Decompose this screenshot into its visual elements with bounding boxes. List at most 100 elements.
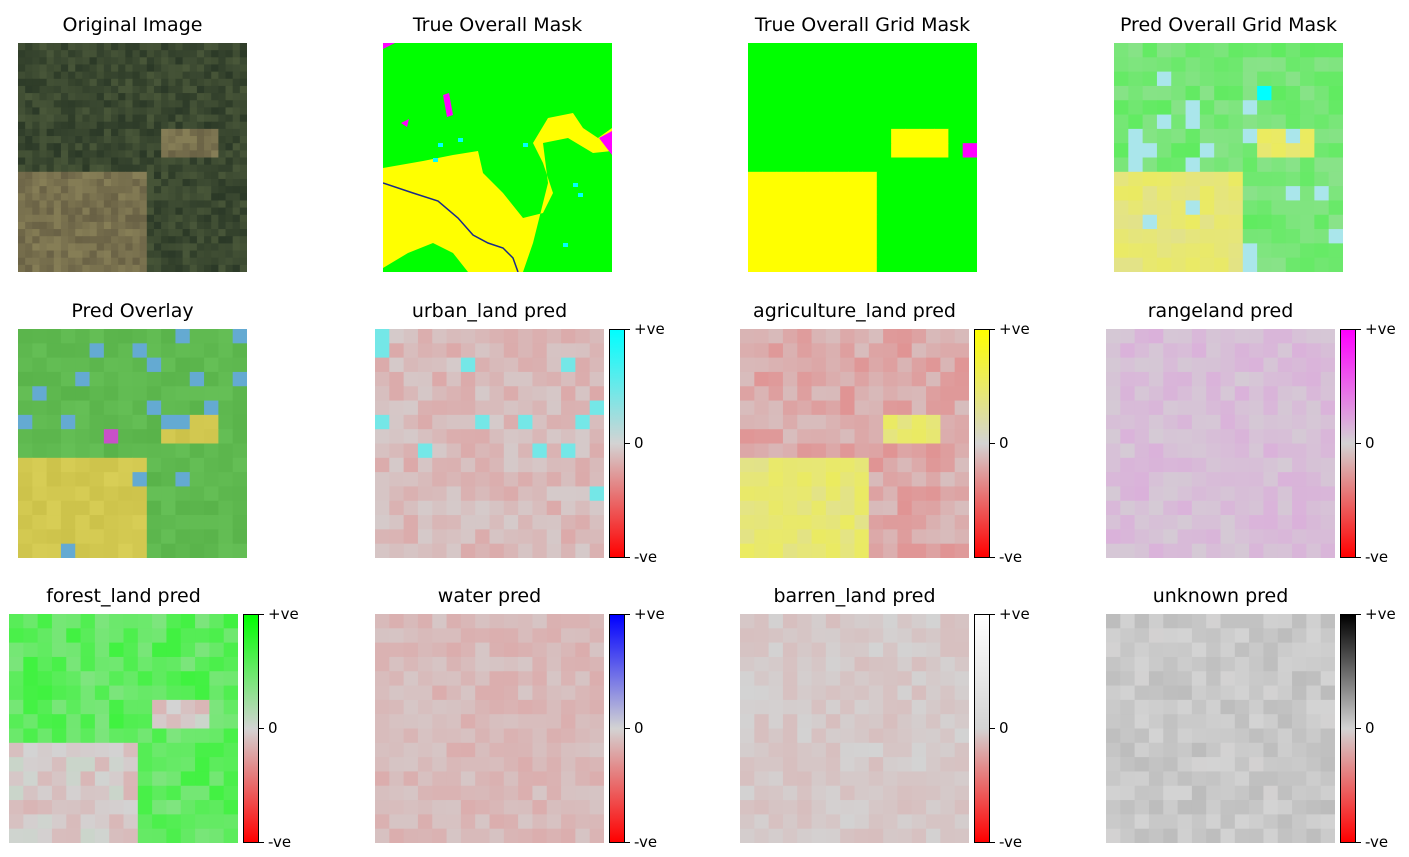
heatmap-cell <box>825 400 841 416</box>
satellite-pixel <box>32 171 40 180</box>
satellite-pixel <box>232 186 241 194</box>
heatmap-cell <box>1234 357 1250 373</box>
satellite-pixel <box>132 114 141 123</box>
heatmap-cell <box>389 699 405 715</box>
heatmap-cell <box>1120 371 1136 387</box>
heatmap-cell <box>740 443 755 459</box>
pred-grid-cell <box>1300 157 1315 173</box>
heatmap-cell <box>768 429 784 444</box>
heatmap-cell <box>503 642 519 658</box>
overlay-cell <box>189 329 205 344</box>
heatmap-cell <box>475 642 490 658</box>
heatmap-cell <box>489 699 505 715</box>
satellite-pixel <box>46 78 55 87</box>
heatmap-cell <box>854 371 870 387</box>
satellite-pixel <box>139 264 148 272</box>
overlay-cell <box>146 386 162 402</box>
heatmap-cell <box>768 443 784 459</box>
grid-mask-cell <box>762 171 778 187</box>
overlay-cell <box>118 529 133 545</box>
grid-mask-cell <box>848 114 863 130</box>
heatmap-cell <box>209 656 225 672</box>
heatmap-cell <box>417 642 433 658</box>
heatmap-cell <box>825 386 841 402</box>
satellite-pixel <box>125 207 133 216</box>
overlay-cell <box>46 414 62 430</box>
heatmap-cell <box>1120 757 1136 772</box>
heatmap-cell <box>1148 642 1164 658</box>
heatmap-cell <box>1249 642 1264 658</box>
heatmap-cell <box>109 728 124 744</box>
heatmap-cell <box>840 656 855 672</box>
heatmap-cell <box>1191 543 1207 558</box>
pred-grid-cell <box>1328 186 1343 201</box>
satellite-pixel <box>53 71 62 80</box>
pred-grid-cell <box>1328 229 1343 244</box>
overlay-cell <box>175 343 191 359</box>
satellite-pixel <box>82 85 91 94</box>
pred-grid-cell <box>1156 257 1172 272</box>
heatmap-cell <box>897 642 913 658</box>
satellite-pixel <box>75 236 83 244</box>
pred-grid-cell <box>1114 200 1129 216</box>
overlay-cell <box>232 443 247 459</box>
heatmap-cell <box>223 714 238 729</box>
pred-grid-cell <box>1300 200 1315 216</box>
satellite-pixel <box>168 200 176 209</box>
heatmap-cell <box>503 443 519 459</box>
heatmap-cell <box>94 742 110 758</box>
satellite-pixel <box>218 243 227 252</box>
satellite-pixel <box>204 221 212 230</box>
grid-mask-cell <box>919 57 935 73</box>
heatmap-cell <box>1263 457 1279 473</box>
heatmap-cell <box>1177 728 1193 744</box>
satellite-pixel <box>32 186 40 194</box>
panel-title-forest: forest_land pred <box>46 585 201 607</box>
heatmap-cell <box>446 742 462 758</box>
heatmap-cell <box>123 614 139 629</box>
satellite-pixel <box>25 214 33 223</box>
overlay-cell <box>89 472 105 487</box>
heatmap-cell <box>389 357 405 373</box>
heatmap-cell <box>475 656 490 672</box>
heatmap-cell <box>417 343 433 359</box>
heatmap-cell <box>1292 371 1307 387</box>
heatmap-cell <box>9 785 24 801</box>
heatmap-cell <box>51 642 67 658</box>
satellite-pixel <box>146 128 155 137</box>
heatmap-cell <box>446 614 462 629</box>
grid-mask-cell <box>790 43 806 58</box>
heatmap-cell <box>1148 400 1164 416</box>
range-tick-mid <box>1356 443 1361 444</box>
satellite-pixel <box>68 164 76 173</box>
satellite-pixel <box>103 186 112 194</box>
satellite-pixel <box>18 221 26 230</box>
satellite-pixel <box>68 50 76 58</box>
heatmap-cell <box>518 628 533 644</box>
heatmap-cell <box>1306 614 1322 629</box>
pred-grid-cell <box>1257 57 1272 73</box>
heatmap-cell <box>518 642 533 658</box>
satellite-pixel <box>125 171 133 180</box>
pred-grid-cell <box>1128 186 1144 201</box>
heatmap-cell <box>1120 771 1136 787</box>
heatmap-cell <box>375 529 390 545</box>
overlay-cell <box>218 443 234 459</box>
heatmap-cell <box>518 357 533 373</box>
heatmap-cell <box>1191 529 1207 545</box>
satellite-pixel <box>32 214 40 223</box>
overlay-cell <box>18 400 33 416</box>
heatmap-cell <box>926 785 941 801</box>
satellite-pixel <box>125 236 133 244</box>
heatmap-cell <box>926 472 941 487</box>
satellite-pixel <box>118 157 126 166</box>
grid-mask-cell <box>934 143 949 158</box>
heatmap-cell <box>575 429 591 444</box>
heatmap-cell <box>811 656 827 672</box>
heatmap-cell <box>209 671 225 687</box>
satellite-pixel <box>118 236 126 244</box>
heatmap-cell <box>403 357 419 373</box>
heatmap-cell <box>503 486 519 502</box>
satellite-pixel <box>168 85 176 94</box>
satellite-pixel <box>60 50 69 58</box>
